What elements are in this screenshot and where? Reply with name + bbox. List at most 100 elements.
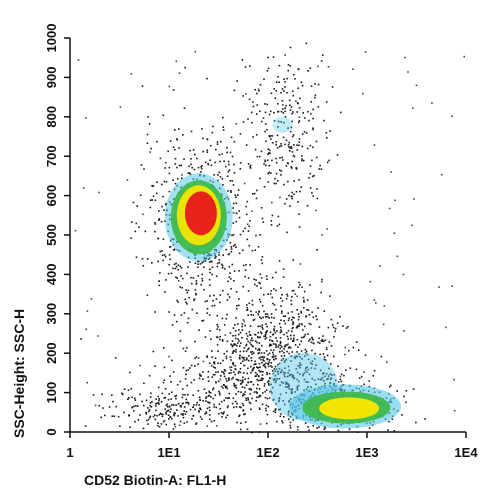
event-dot xyxy=(267,153,269,155)
event-dot xyxy=(269,293,272,295)
event-dot xyxy=(144,230,147,233)
event-dot xyxy=(245,264,247,266)
event-dot xyxy=(256,387,258,390)
event-dot xyxy=(290,360,292,362)
event-dot xyxy=(415,421,417,424)
event-dot xyxy=(211,305,214,307)
event-dot xyxy=(161,415,164,418)
event-dot xyxy=(296,325,299,327)
event-dot xyxy=(247,290,250,292)
event-dot xyxy=(246,428,249,431)
event-dot xyxy=(259,301,262,303)
event-dot xyxy=(196,260,199,263)
event-dot xyxy=(275,161,278,164)
event-dot xyxy=(269,339,271,341)
event-dot xyxy=(250,111,253,114)
event-dot xyxy=(180,164,182,167)
event-dot xyxy=(74,229,77,232)
event-dot xyxy=(263,163,265,165)
event-dot xyxy=(312,117,314,120)
event-dot xyxy=(296,378,298,381)
event-dot xyxy=(207,380,210,382)
event-dot xyxy=(148,416,151,419)
event-dot xyxy=(157,260,159,263)
event-dot xyxy=(303,290,306,293)
event-dot xyxy=(173,412,176,414)
event-dot xyxy=(150,147,152,150)
event-dot xyxy=(255,400,257,402)
event-dot xyxy=(169,375,171,377)
event-dot xyxy=(170,381,172,383)
event-dot xyxy=(285,358,288,361)
event-dot xyxy=(323,356,326,358)
event-dot xyxy=(226,414,229,417)
event-dot xyxy=(135,405,137,407)
event-dot xyxy=(256,92,258,95)
event-dot xyxy=(267,159,269,162)
event-dot xyxy=(233,406,235,409)
event-dot xyxy=(226,380,228,382)
event-dot xyxy=(114,357,117,359)
event-dot xyxy=(181,277,184,280)
event-dot xyxy=(268,352,271,355)
event-dot xyxy=(363,371,365,373)
event-dot xyxy=(219,362,222,365)
event-dot xyxy=(242,285,244,288)
event-dot xyxy=(290,412,293,415)
event-dot xyxy=(222,289,224,292)
event-dot xyxy=(318,337,320,340)
event-dot xyxy=(301,155,303,157)
event-dot xyxy=(279,384,281,386)
event-dot xyxy=(260,150,263,153)
event-dot xyxy=(297,384,300,387)
event-dot xyxy=(263,310,265,313)
event-dot xyxy=(299,373,301,375)
event-dot xyxy=(242,249,244,252)
event-dot xyxy=(297,87,299,89)
event-dot xyxy=(282,136,285,139)
event-dot xyxy=(293,339,295,342)
event-dot xyxy=(206,151,209,153)
event-dot xyxy=(250,359,253,362)
event-dot xyxy=(131,221,133,223)
event-dot xyxy=(259,349,261,352)
event-dot xyxy=(303,389,305,392)
event-dot xyxy=(92,394,95,396)
event-dot xyxy=(200,167,203,170)
event-dot xyxy=(192,149,195,151)
event-dot xyxy=(291,120,293,123)
event-dot xyxy=(268,317,270,319)
event-dot xyxy=(274,97,276,99)
event-dot xyxy=(270,316,273,319)
event-dot xyxy=(320,378,323,381)
event-dot xyxy=(268,384,270,386)
event-dot xyxy=(173,371,175,373)
event-dot xyxy=(259,316,261,318)
event-dot xyxy=(309,338,311,341)
event-dot xyxy=(252,136,254,138)
event-dot xyxy=(329,381,332,384)
event-dot xyxy=(131,406,133,408)
event-dot xyxy=(173,414,176,417)
event-dot xyxy=(301,158,303,160)
event-dot xyxy=(330,318,333,321)
event-dot xyxy=(175,404,177,406)
event-dot xyxy=(261,344,263,347)
event-dot xyxy=(396,255,399,258)
event-dot xyxy=(310,323,312,326)
event-dot xyxy=(284,143,286,146)
event-dot xyxy=(304,117,306,119)
event-dot xyxy=(391,418,394,420)
event-dot xyxy=(297,318,300,321)
event-dot xyxy=(164,408,166,410)
event-dot xyxy=(235,291,238,293)
event-dot xyxy=(180,406,182,408)
event-dot xyxy=(262,364,265,367)
event-dot xyxy=(168,355,170,358)
event-dot xyxy=(286,375,289,378)
event-dot xyxy=(253,363,255,366)
event-dot xyxy=(205,400,207,402)
event-dot xyxy=(323,428,326,431)
event-dot xyxy=(278,378,281,380)
event-dot xyxy=(207,376,209,378)
